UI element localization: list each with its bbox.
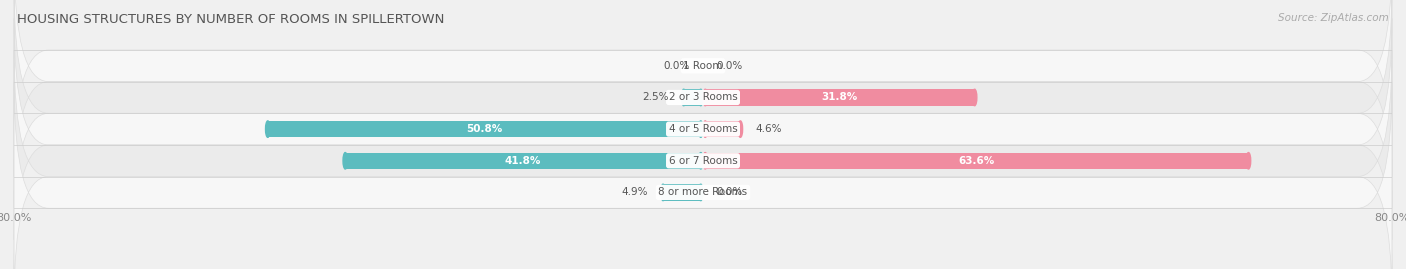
Bar	[346, 153, 700, 169]
Text: 2 or 3 Rooms: 2 or 3 Rooms	[669, 93, 737, 102]
Circle shape	[699, 121, 703, 137]
Text: 41.8%: 41.8%	[505, 156, 541, 166]
Text: 0.0%: 0.0%	[664, 61, 690, 71]
Text: 63.6%: 63.6%	[959, 156, 995, 166]
Text: 31.8%: 31.8%	[821, 93, 858, 102]
FancyBboxPatch shape	[14, 82, 1392, 269]
Circle shape	[266, 121, 270, 137]
Text: 8 or more Rooms: 8 or more Rooms	[658, 187, 748, 197]
Circle shape	[703, 89, 707, 106]
Circle shape	[682, 89, 686, 106]
Text: 2.5%: 2.5%	[643, 93, 669, 102]
Circle shape	[1246, 153, 1251, 169]
Text: 4.9%: 4.9%	[621, 187, 648, 197]
Bar	[267, 121, 700, 137]
Circle shape	[973, 89, 977, 106]
FancyBboxPatch shape	[14, 0, 1392, 176]
Text: HOUSING STRUCTURES BY NUMBER OF ROOMS IN SPILLERTOWN: HOUSING STRUCTURES BY NUMBER OF ROOMS IN…	[17, 13, 444, 26]
Circle shape	[661, 184, 665, 201]
Circle shape	[699, 184, 703, 201]
Circle shape	[703, 153, 707, 169]
Circle shape	[703, 121, 707, 137]
Text: 50.8%: 50.8%	[467, 124, 502, 134]
Bar	[664, 184, 700, 201]
Text: 4.6%: 4.6%	[755, 124, 782, 134]
Circle shape	[343, 153, 347, 169]
Bar	[706, 121, 741, 137]
Bar	[706, 89, 974, 106]
Circle shape	[738, 121, 742, 137]
Text: 1 Room: 1 Room	[683, 61, 723, 71]
FancyBboxPatch shape	[14, 50, 1392, 269]
Circle shape	[699, 89, 703, 106]
FancyBboxPatch shape	[14, 18, 1392, 240]
Text: 0.0%: 0.0%	[716, 187, 742, 197]
Text: Source: ZipAtlas.com: Source: ZipAtlas.com	[1278, 13, 1389, 23]
Text: 6 or 7 Rooms: 6 or 7 Rooms	[669, 156, 737, 166]
Text: 4 or 5 Rooms: 4 or 5 Rooms	[669, 124, 737, 134]
Circle shape	[699, 153, 703, 169]
Bar	[706, 153, 1249, 169]
Bar	[683, 89, 700, 106]
FancyBboxPatch shape	[14, 0, 1392, 208]
Text: 0.0%: 0.0%	[716, 61, 742, 71]
